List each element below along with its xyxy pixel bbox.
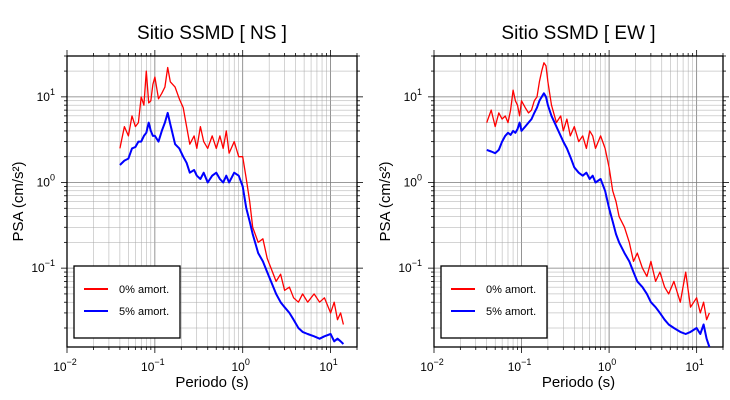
chart-title: Sitio SSMD [ NS ]	[137, 23, 287, 44]
plot-frame	[433, 55, 724, 348]
y-axis-label: PSA (cm/s²)	[10, 161, 27, 241]
legend-label: 5% amort.	[119, 306, 169, 318]
chart-panel-ns: 10−2 10−1 100 101 10−1 100 101 Sitio SSMD [ NS …	[10, 23, 363, 391]
legend: 0% amort. 5% amort.	[73, 265, 181, 339]
x-tick-label: 101	[319, 357, 337, 374]
x-tick-label: 10−1	[141, 357, 165, 374]
legend-label: 0% amort.	[119, 284, 169, 296]
y-tick-label: 100	[37, 173, 55, 190]
legend-label: 0% amort.	[486, 284, 536, 296]
x-axis-label: Periodo (s)	[542, 374, 615, 391]
legend-box	[73, 265, 181, 339]
x-tick-label: 100	[598, 357, 616, 374]
x-tick-label: 10−1	[508, 357, 532, 374]
plot-frame	[66, 55, 358, 348]
y-tick-label: 101	[37, 87, 55, 104]
x-tick-label: 100	[232, 357, 250, 374]
x-tick-label: 10−2	[420, 357, 444, 374]
y-tick-label: 100	[404, 173, 422, 190]
x-tick-label: 101	[685, 357, 703, 374]
series-line-amort-5	[486, 92, 711, 348]
chart-title: Sitio SSMD [ EW ]	[501, 23, 655, 44]
series-line-amort-5	[119, 111, 345, 345]
y-tick-label: 10−1	[398, 258, 422, 275]
y-tick-label: 10−1	[31, 258, 55, 275]
legend-label: 5% amort.	[486, 306, 536, 318]
legend-box	[440, 265, 548, 339]
y-tick-label: 101	[404, 87, 422, 104]
y-axis-label: PSA (cm/s²)	[377, 161, 394, 241]
x-tick-label: 10−2	[53, 357, 77, 374]
series-line-amort-0	[119, 66, 345, 325]
grid	[66, 55, 358, 347]
chart-panel-ew: 10−2 10−1 100 101 10−1 100 101 Sitio SSMD [ EW …	[377, 23, 729, 391]
legend: 0% amort. 5% amort.	[440, 265, 548, 339]
x-axis-label: Periodo (s)	[175, 374, 248, 391]
series-line-amort-0	[486, 62, 711, 321]
